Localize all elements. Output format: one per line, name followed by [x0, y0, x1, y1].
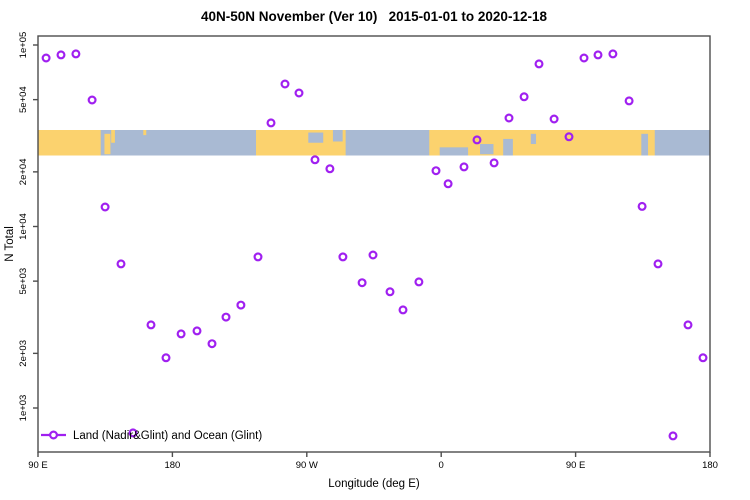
x-tick-label: 180	[164, 460, 180, 471]
island-patch	[104, 133, 111, 155]
data-point	[459, 162, 469, 172]
water-patch	[503, 138, 513, 156]
land-segment	[256, 130, 346, 156]
y-axis-title: N Total	[4, 226, 16, 262]
y-tick-label: 1e+05	[18, 32, 29, 59]
water-patch	[439, 147, 469, 156]
x-tick-label: 180	[702, 460, 718, 471]
water-patch	[332, 130, 343, 142]
data-points	[41, 49, 708, 441]
legend-marker-icon	[48, 430, 58, 440]
data-point	[579, 53, 589, 63]
data-point	[443, 179, 453, 189]
data-point	[489, 158, 499, 168]
data-point	[176, 329, 186, 339]
water-patch	[530, 133, 537, 145]
data-point	[624, 96, 634, 106]
data-point	[593, 50, 603, 60]
data-point	[698, 353, 708, 363]
data-point	[338, 252, 348, 262]
data-point	[608, 49, 618, 59]
y-tick-label: 5e+04	[18, 86, 29, 113]
x-tick-label: 90 E	[28, 460, 48, 471]
axes: 90 E 180 90 W 0 90 E 180 1e+05 5e+04 2e+04 1e+04 5…	[18, 32, 718, 471]
island-patch	[111, 130, 115, 143]
data-point	[100, 202, 110, 212]
plot-box	[37, 35, 711, 453]
data-point	[549, 114, 559, 124]
data-point	[266, 118, 276, 128]
data-point	[431, 166, 441, 176]
x-axis-title: Longitude (deg E)	[328, 478, 420, 490]
island-patch	[143, 130, 147, 136]
data-point	[504, 113, 514, 123]
data-point	[534, 59, 544, 69]
data-point	[398, 305, 408, 315]
data-point	[683, 320, 693, 330]
data-point	[236, 300, 246, 310]
x-tick-label: 90 E	[566, 460, 586, 471]
data-point	[87, 95, 97, 105]
legend: Land (Nadir&Glint) and Ocean (Glint)	[41, 430, 262, 442]
data-point	[414, 277, 424, 287]
data-point	[385, 287, 395, 297]
data-point	[221, 312, 231, 322]
water-patch	[641, 133, 649, 156]
data-point	[310, 155, 320, 165]
chart-title: 40N-50N November (Ver 10) 2015-01-01 to …	[201, 9, 547, 24]
map-band	[38, 130, 710, 156]
y-tick-label: 2e+04	[18, 159, 29, 186]
data-point	[472, 135, 482, 145]
x-tick-label: 0	[439, 460, 444, 471]
data-point	[192, 326, 202, 336]
data-point	[668, 431, 678, 441]
land-segment	[38, 130, 101, 156]
data-point	[368, 250, 378, 260]
data-point	[128, 428, 138, 438]
data-point	[653, 259, 663, 269]
x-tick-label: 90 W	[296, 460, 318, 471]
data-point	[146, 320, 156, 330]
y-tick-label: 2e+03	[18, 340, 29, 367]
water-patch	[480, 144, 494, 155]
data-point	[116, 259, 126, 269]
y-tick-label: 1e+04	[18, 213, 29, 240]
water-patch	[308, 132, 324, 143]
data-point	[294, 88, 304, 98]
data-point	[41, 53, 51, 63]
data-point	[564, 132, 574, 142]
data-point	[325, 164, 335, 174]
data-point	[71, 49, 81, 59]
data-point	[207, 339, 217, 349]
y-tick-label: 5e+03	[18, 268, 29, 295]
data-point	[56, 50, 66, 60]
data-point	[253, 252, 263, 262]
data-point	[519, 92, 529, 102]
data-point	[357, 278, 367, 288]
data-point	[637, 201, 647, 211]
data-point	[280, 79, 290, 89]
legend-label: Land (Nadir&Glint) and Ocean (Glint)	[73, 430, 262, 442]
y-tick-label: 1e+03	[18, 395, 29, 422]
data-point	[161, 353, 171, 363]
